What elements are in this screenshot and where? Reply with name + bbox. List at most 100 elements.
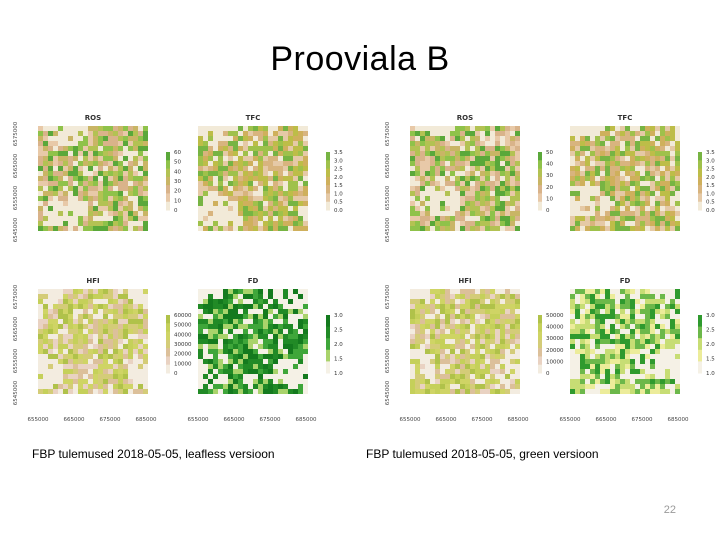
map-title: FD bbox=[248, 277, 259, 285]
raster-image bbox=[198, 289, 308, 394]
x-tick-label: 665000 bbox=[436, 417, 457, 423]
legend-label: 1.5 bbox=[706, 183, 715, 189]
legend-colorbar: 3.5 3.0 2.5 2.0 1.5 1.0 0.5 0.0 bbox=[326, 150, 343, 214]
y-tick-label: 6575000 bbox=[385, 121, 391, 146]
x-tick-label: 685000 bbox=[136, 417, 157, 423]
legend-label: 3.0 bbox=[334, 158, 343, 164]
legend-label: 40000 bbox=[174, 332, 192, 338]
map-panel-hfi: HFI 50000 40000 30000 20000 10000 0 bbox=[410, 277, 564, 394]
legend-colorbar: 3.0 2.5 2.0 1.5 1.0 bbox=[698, 313, 715, 377]
legend-label: 0.0 bbox=[706, 208, 715, 214]
legend-label: 0 bbox=[546, 208, 550, 214]
legend-label: 0.5 bbox=[334, 200, 343, 206]
legend-label: 1.0 bbox=[706, 191, 715, 197]
map-panel-fd: FD 3.0 2.5 2.0 1.5 1.0 bbox=[198, 277, 343, 394]
legend-label: 20000 bbox=[174, 352, 192, 358]
x-tick-label: 665000 bbox=[64, 417, 85, 423]
legend-label: 30 bbox=[174, 179, 181, 185]
map-panel-fd: FD 3.0 2.5 2.0 1.5 1.0 bbox=[570, 277, 715, 394]
legend-label: 2.5 bbox=[334, 328, 343, 334]
legend-label: 0.0 bbox=[334, 208, 343, 214]
legend-label: 30000 bbox=[546, 336, 564, 342]
raster-image bbox=[38, 126, 148, 231]
x-tick-label: 655000 bbox=[28, 417, 49, 423]
caption-leafless: FBP tulemused 2018-05-05, leafless versi… bbox=[32, 447, 275, 461]
map-title: HFI bbox=[458, 277, 471, 285]
legend-label: 50 bbox=[546, 150, 553, 156]
legend-label: 50000 bbox=[174, 323, 192, 329]
legend-label: 50000 bbox=[546, 313, 564, 319]
legend-label: 3.5 bbox=[706, 150, 715, 156]
map-grid-green: ROS 50 40 30 20 10 0 TFC 3.5 3.0 2.5 2.0 1.5 1.0 0.5 0.… bbox=[385, 114, 715, 423]
legend-colorbar: 3.5 3.0 2.5 2.0 1.5 1.0 0.5 0.0 bbox=[698, 150, 715, 214]
legend-label: 1.0 bbox=[706, 371, 715, 377]
legend-label: 0 bbox=[546, 371, 550, 377]
legend-label: 0 bbox=[174, 208, 178, 214]
legend-colorbar: 3.0 2.5 2.0 1.5 1.0 bbox=[326, 313, 343, 377]
legend-label: 0 bbox=[174, 371, 178, 377]
legend-label: 1.0 bbox=[334, 371, 343, 377]
raster-image bbox=[410, 126, 520, 231]
raster-image bbox=[410, 289, 520, 394]
y-tick-label: 6575000 bbox=[385, 284, 391, 309]
map-panel-hfi: HFI 60000 50000 40000 30000 20000 10000 0 bbox=[38, 277, 192, 394]
legend-label: 10000 bbox=[174, 361, 192, 367]
legend-colorbar: 60 50 40 30 20 10 0 bbox=[166, 150, 181, 214]
legend-label: 1.5 bbox=[706, 357, 715, 363]
y-tick-label: 6545000 bbox=[13, 380, 19, 405]
legend-label: 3.0 bbox=[334, 313, 343, 319]
legend-label: 40000 bbox=[546, 325, 564, 331]
figure-green: ROS 50 40 30 20 10 0 TFC 3.5 3.0 2.5 2.0 1.5 1.0 0.5 0.… bbox=[380, 110, 720, 440]
legend-label: 20 bbox=[546, 185, 553, 191]
legend-label: 3.0 bbox=[706, 158, 715, 164]
map-panel-ros: ROS 50 40 30 20 10 0 bbox=[410, 114, 553, 231]
page-number: 22 bbox=[663, 504, 676, 516]
y-tick-label: 6555000 bbox=[13, 348, 19, 373]
y-tick-label: 6555000 bbox=[385, 348, 391, 373]
figure-leafless: ROS 60 50 40 30 20 10 0 TFC 3.5 3.0 2.5 2.0 1.5 1.0 0.5… bbox=[8, 110, 348, 440]
raster-image bbox=[198, 126, 308, 231]
x-tick-label: 665000 bbox=[224, 417, 245, 423]
legend-label: 2.0 bbox=[334, 175, 343, 181]
legend-label: 1.0 bbox=[334, 191, 343, 197]
x-tick-label: 685000 bbox=[508, 417, 529, 423]
y-tick-label: 6575000 bbox=[13, 121, 19, 146]
x-tick-label: 675000 bbox=[472, 417, 493, 423]
y-tick-label: 6555000 bbox=[13, 185, 19, 210]
legend-label: 20 bbox=[174, 189, 181, 195]
map-panel-tfc: TFC 3.5 3.0 2.5 2.0 1.5 1.0 0.5 0.0 bbox=[198, 114, 343, 231]
map-title: TFC bbox=[618, 114, 633, 122]
x-tick-label: 675000 bbox=[632, 417, 653, 423]
y-tick-label: 6555000 bbox=[385, 185, 391, 210]
y-tick-label: 6565000 bbox=[385, 316, 391, 341]
x-tick-label: 685000 bbox=[296, 417, 317, 423]
legend-label: 50 bbox=[174, 160, 181, 166]
map-panel-ros: ROS 60 50 40 30 20 10 0 bbox=[38, 114, 181, 231]
legend-label: 10 bbox=[546, 196, 553, 202]
legend-label: 10000 bbox=[546, 359, 564, 365]
x-tick-label: 655000 bbox=[188, 417, 209, 423]
legend-label: 3.0 bbox=[706, 313, 715, 319]
legend-label: 10 bbox=[174, 198, 181, 204]
legend-label: 40 bbox=[174, 169, 181, 175]
raster-image bbox=[570, 289, 680, 394]
legend-label: 30000 bbox=[174, 342, 192, 348]
x-tick-label: 655000 bbox=[400, 417, 421, 423]
map-title: ROS bbox=[85, 114, 101, 122]
legend-label: 2.0 bbox=[706, 342, 715, 348]
legend-label: 40 bbox=[546, 162, 553, 168]
caption-green: FBP tulemused 2018-05-05, green versioon bbox=[366, 447, 599, 461]
y-tick-label: 6565000 bbox=[13, 316, 19, 341]
legend-label: 2.0 bbox=[706, 175, 715, 181]
legend-colorbar: 60000 50000 40000 30000 20000 10000 0 bbox=[166, 313, 192, 377]
x-tick-label: 675000 bbox=[100, 417, 121, 423]
map-grid-leafless: ROS 60 50 40 30 20 10 0 TFC 3.5 3.0 2.5 2.0 1.5 1.0 0.5… bbox=[13, 114, 343, 423]
legend-label: 1.5 bbox=[334, 183, 343, 189]
legend-label: 30 bbox=[546, 173, 553, 179]
map-title: FD bbox=[620, 277, 631, 285]
x-tick-label: 685000 bbox=[668, 417, 689, 423]
y-tick-label: 6545000 bbox=[13, 217, 19, 242]
legend-label: 2.0 bbox=[334, 342, 343, 348]
slide-title: Prooviala B bbox=[270, 40, 450, 78]
y-tick-label: 6565000 bbox=[13, 153, 19, 178]
